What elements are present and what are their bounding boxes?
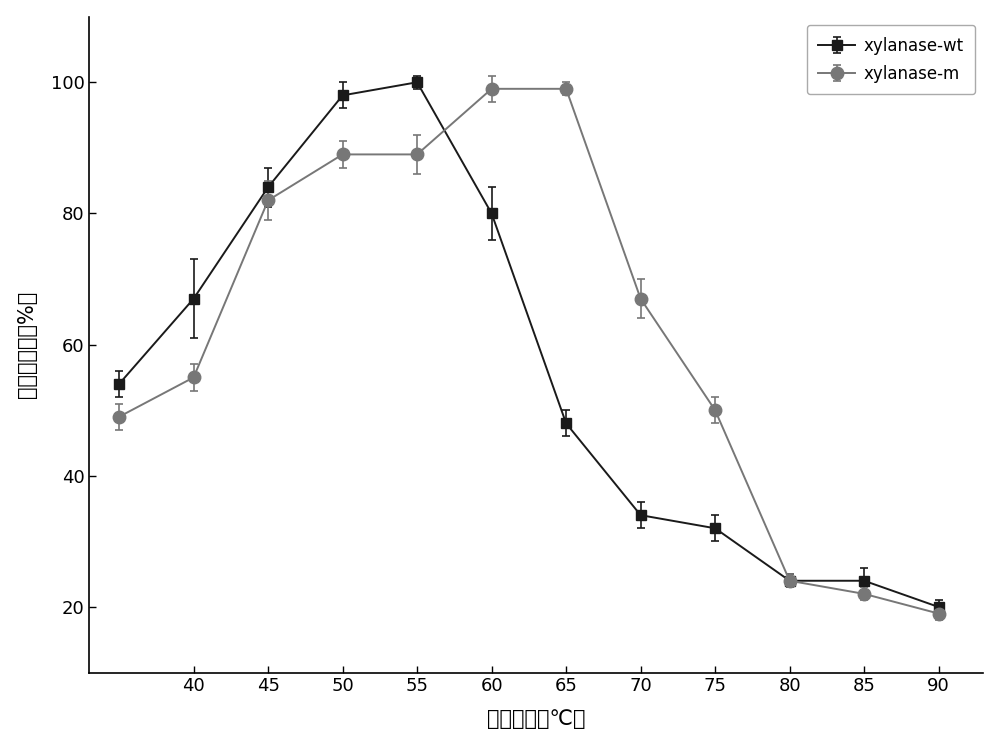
X-axis label: 反应温度（℃）: 反应温度（℃） xyxy=(487,709,586,730)
Legend: xylanase-wt, xylanase-m: xylanase-wt, xylanase-m xyxy=(807,25,975,94)
Y-axis label: 相对酶活力（%）: 相对酶活力（%） xyxy=(17,291,37,398)
